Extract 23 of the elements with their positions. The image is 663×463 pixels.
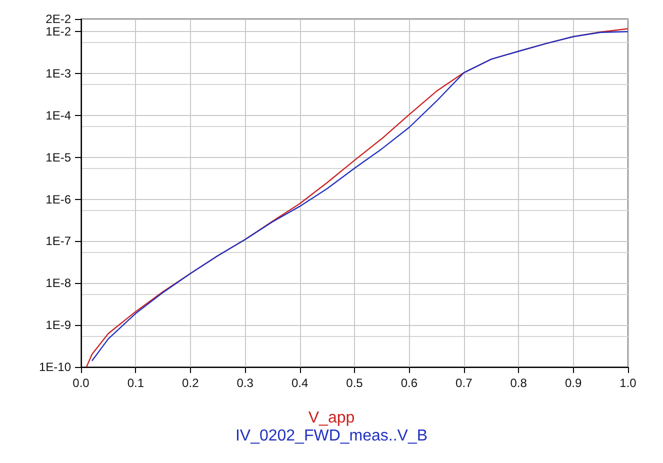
y-tick-label: 1E-3 (46, 66, 72, 81)
x-tick-label: 0.8 (510, 376, 528, 390)
x-tick-label: 0.5 (346, 376, 364, 390)
x-tick-label: 0.3 (236, 376, 254, 390)
x-tick-label: 1.0 (620, 376, 637, 390)
x-tick-label: 0.0 (72, 376, 90, 390)
x-tick-label: 0.1 (127, 376, 144, 390)
x-tick-label: 0.6 (400, 376, 418, 390)
y-tick-label: 1E-5 (46, 150, 72, 164)
x-tick-label: 0.9 (564, 376, 582, 390)
x-tick-label: 0.7 (456, 376, 473, 390)
x-tick-label: 0.4 (291, 376, 308, 390)
y-tick-label: 1E-2 (46, 24, 72, 39)
y-tick-label: 1E-8 (46, 276, 72, 290)
x-tick-label: 0.2 (182, 376, 200, 390)
x-axis-title: V_app (308, 410, 355, 426)
y-tick-label: 1E-9 (46, 318, 72, 332)
y-tick-label: 1E-6 (46, 192, 72, 206)
text: IV_0202_FWD_meas..V_B (235, 428, 428, 444)
y-tick-label: 2E-2 (46, 12, 72, 26)
y-tick-label: 1E-10 (38, 360, 72, 374)
y-tick-label: 1E-4 (46, 108, 72, 122)
y-tick-label: 1E-7 (46, 234, 72, 248)
